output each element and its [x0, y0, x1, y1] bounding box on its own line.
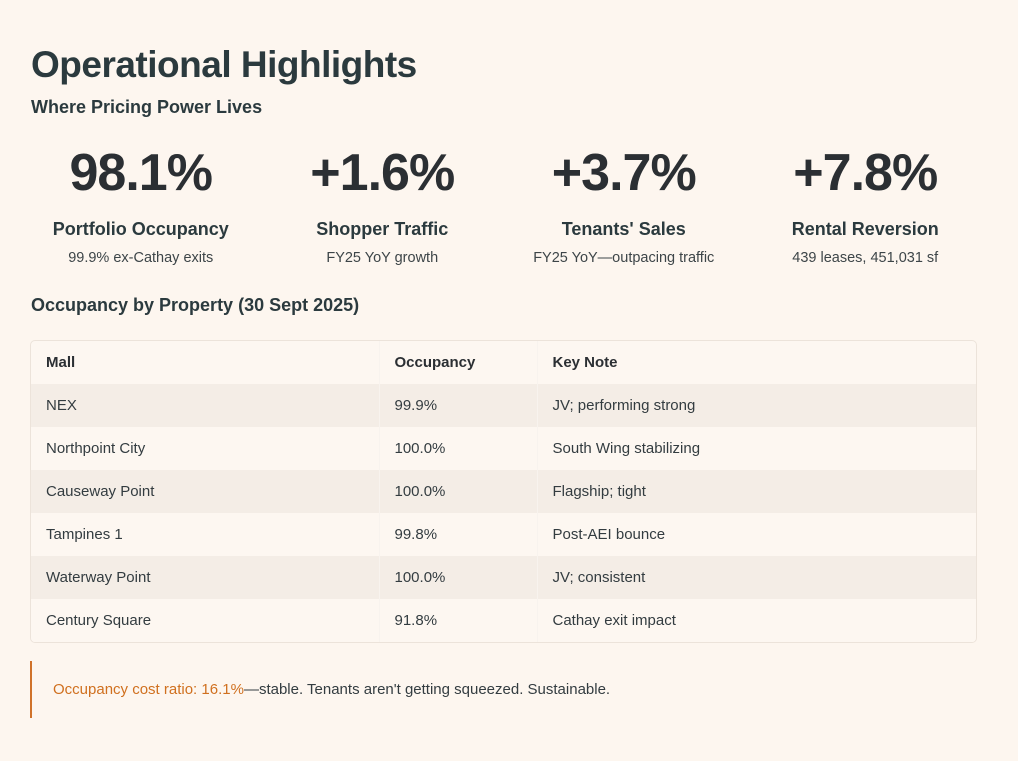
table-row: NEX 99.9% JV; performing strong — [31, 384, 976, 427]
table-row: Tampines 1 99.8% Post-AEI bounce — [31, 513, 976, 556]
stat-note: FY25 YoY—outpacing traffic — [533, 250, 715, 266]
stat-note: FY25 YoY growth — [326, 250, 439, 266]
cell-key-note: South Wing stabilizing — [536, 427, 976, 470]
page-subtitle: Where Pricing Power Lives — [31, 97, 263, 117]
callout-highlight: Occupancy cost ratio: 16.1% — [53, 681, 244, 698]
stat-tenants-sales: +3.7% Tenants' Sales FY25 YoY—outpacing … — [503, 140, 745, 267]
stat-portfolio-occupancy: 98.1% Portfolio Occupancy 99.9% ex-Catha… — [20, 140, 262, 267]
cell-occupancy: 99.8% — [378, 513, 537, 556]
column-header-key-note: Key Note — [536, 341, 976, 384]
cell-occupancy: 99.9% — [378, 384, 537, 427]
cell-key-note: Flagship; tight — [536, 470, 976, 513]
stat-value: 98.1% — [69, 144, 213, 202]
column-header-mall: Mall — [46, 354, 76, 371]
cell-key-note: JV; performing strong — [536, 384, 976, 427]
cell-occupancy: 100.0% — [378, 427, 537, 470]
stat-note: 439 leases, 451,031 sf — [792, 250, 939, 266]
callout-text: —stable. Tenants aren't getting squeezed… — [243, 681, 611, 698]
cell-mall: Waterway Point — [31, 556, 379, 599]
occupancy-table: Mall Occupancy Key Note NEX 99.9% JV; pe… — [30, 340, 977, 643]
section-title: Occupancy by Property (30 Sept 2025) — [31, 295, 360, 315]
stat-shopper-traffic: +1.6% Shopper Traffic FY25 YoY growth — [262, 140, 504, 267]
table-row: Causeway Point 100.0% Flagship; tight — [31, 470, 976, 513]
stat-label: Tenants' Sales — [561, 219, 686, 239]
table-header-row: Mall Occupancy Key Note — [31, 341, 976, 384]
stat-value: +1.6% — [310, 144, 455, 202]
column-header-occupancy: Occupancy — [378, 341, 537, 384]
stat-rental-reversion: +7.8% Rental Reversion 439 leases, 451,0… — [745, 140, 987, 267]
cell-key-note: Post-AEI bounce — [536, 513, 976, 556]
stats-row: 98.1% Portfolio Occupancy 99.9% ex-Catha… — [20, 140, 986, 267]
stat-label: Rental Reversion — [791, 219, 939, 239]
stat-value: +3.7% — [551, 144, 697, 202]
cell-mall: Northpoint City — [31, 427, 379, 470]
stat-label: Shopper Traffic — [316, 219, 449, 239]
page-title: Operational Highlights — [31, 44, 417, 85]
cell-occupancy: 100.0% — [378, 470, 537, 513]
cell-key-note: Cathay exit impact — [536, 599, 976, 642]
callout-box: Occupancy cost ratio: 16.1%—stable. Tena… — [30, 661, 970, 718]
table-row: Century Square 91.8% Cathay exit impact — [31, 599, 976, 642]
cell-occupancy: 100.0% — [378, 556, 537, 599]
stat-note: 99.9% ex-Cathay exits — [68, 250, 214, 266]
cell-mall: Century Square — [31, 599, 379, 642]
cell-key-note: JV; consistent — [536, 556, 976, 599]
cell-mall: NEX — [31, 384, 379, 427]
table-row: Northpoint City 100.0% South Wing stabil… — [31, 427, 976, 470]
cell-mall: Causeway Point — [31, 470, 379, 513]
table-row: Waterway Point 100.0% JV; consistent — [31, 556, 976, 599]
stat-label: Portfolio Occupancy — [52, 219, 229, 239]
cell-mall: Tampines 1 — [31, 513, 379, 556]
cell-occupancy: 91.8% — [378, 599, 537, 642]
stat-value: +7.8% — [793, 144, 938, 202]
